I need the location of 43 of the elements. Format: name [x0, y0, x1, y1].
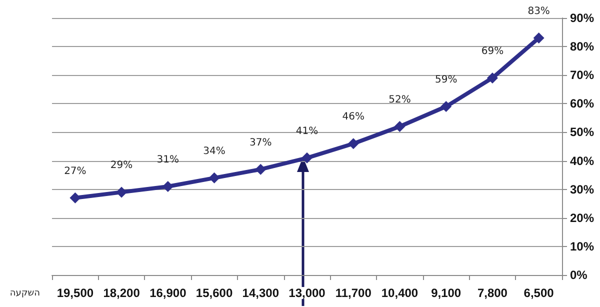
y-tick-label: 60% — [570, 96, 594, 111]
point — [533, 32, 544, 44]
x-tick-label: 7,800 — [477, 286, 508, 300]
x-tick-label: 19,500 — [56, 286, 94, 300]
y-tick-label: 10% — [570, 239, 594, 254]
y-tick-label: 30% — [570, 182, 594, 196]
point — [70, 192, 81, 204]
point — [116, 186, 128, 198]
y-tick-label: 20% — [570, 210, 594, 225]
point — [486, 72, 498, 84]
point — [208, 172, 220, 184]
point — [440, 101, 452, 112]
data-label: 31% — [156, 154, 180, 166]
y-tick-label: 70% — [570, 68, 594, 82]
y-tick-label: 90% — [570, 11, 594, 25]
y-tick-label: 40% — [570, 154, 594, 168]
data-label: 59% — [434, 74, 458, 86]
x-tick-label: 16,900 — [150, 286, 187, 300]
data-label: 27% — [64, 166, 86, 177]
data-label: 37% — [250, 137, 272, 148]
x-tick-label: 18,200 — [103, 286, 140, 300]
x-tick-label: 11,700 — [335, 286, 372, 300]
x-tick-label: 6,500 — [524, 286, 554, 300]
point — [302, 152, 312, 164]
y-tick-label: 0% — [570, 268, 588, 282]
data-label: 41% — [296, 126, 318, 137]
x-tick-label: 15,600 — [196, 286, 233, 300]
point — [255, 164, 266, 175]
data-label: 52% — [388, 94, 411, 106]
point — [394, 121, 406, 132]
x-axis-title: השקעה — [10, 288, 40, 298]
data-label: 46% — [342, 112, 364, 123]
y-tick-label: 50% — [570, 125, 594, 140]
data-label: 34% — [203, 146, 226, 157]
y-tick-label: 80% — [570, 40, 594, 54]
data-label: 69% — [481, 46, 504, 57]
x-tick-label: 9,100 — [431, 286, 462, 300]
point — [348, 138, 359, 150]
data-label: 29% — [110, 160, 133, 172]
x-tick-label: 14,300 — [242, 286, 280, 300]
x-tick-label: 10,400 — [381, 286, 418, 300]
data-label: 83% — [528, 6, 550, 17]
x-tick-label: 13,000 — [288, 286, 326, 300]
